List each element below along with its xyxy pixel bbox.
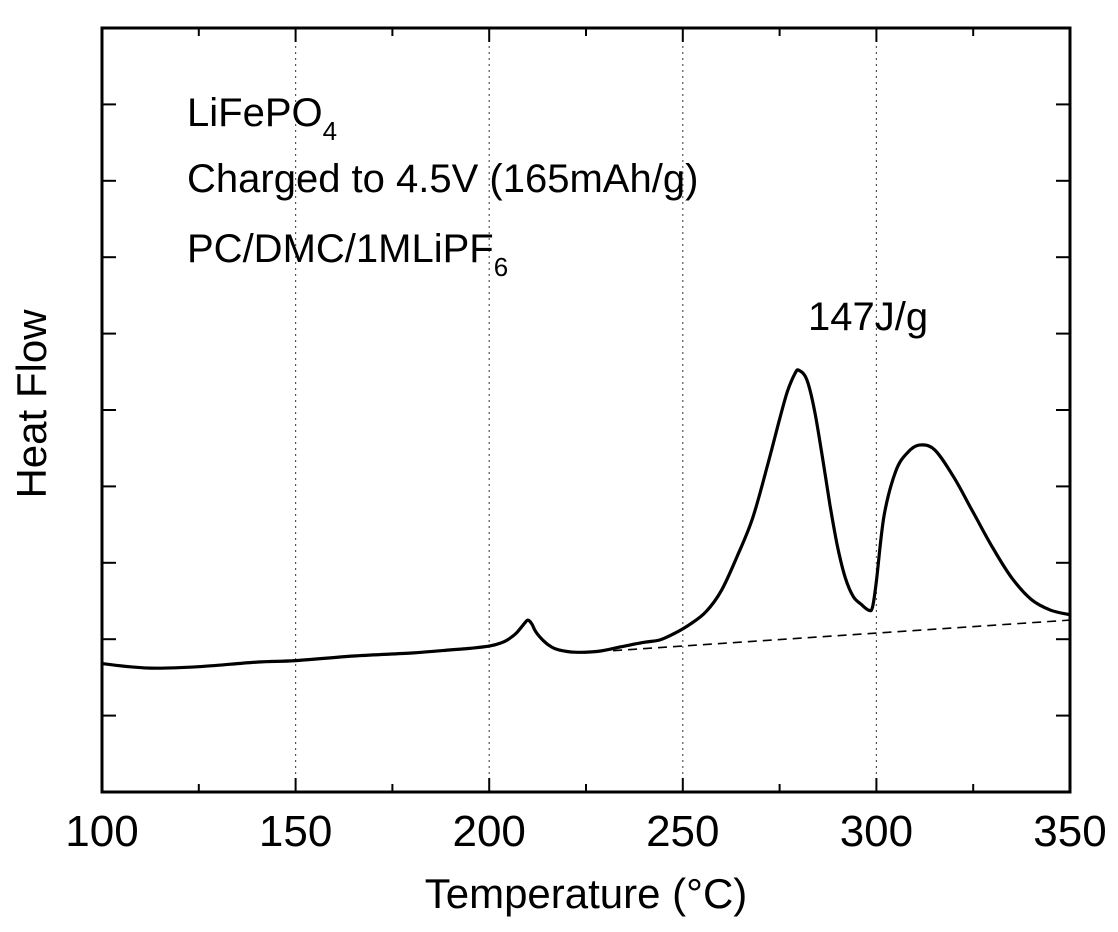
series-heat-flow-curve: [101, 368, 1071, 670]
series-baseline-dashed: [613, 619, 1071, 652]
x-tick-label-200: 200: [452, 807, 525, 856]
x-tick-label-350: 350: [1033, 807, 1106, 856]
annotation-electrolyte: PC/DMC/1MLiPF6: [187, 227, 508, 282]
y-axis-label: Heat Flow: [8, 309, 55, 499]
annotation-material: LiFePO4: [187, 91, 337, 146]
axis-ticks: [101, 28, 1071, 792]
annotation-electrolyte-subscript: 6: [494, 252, 508, 282]
annotation-material-subscript: 4: [323, 116, 337, 146]
annotation-peak-energy: 147J/g: [808, 295, 928, 339]
x-tick-labels: 100 150 200 250 300 350: [65, 807, 1106, 856]
annotation-electrolyte-main: PC/DMC/1MLiPF: [187, 227, 494, 271]
series-layer: [101, 368, 1071, 670]
annotation-material-main: LiFePO: [187, 91, 323, 135]
plot-frame: [100, 26, 1072, 794]
x-axis-label: Temperature (°C): [425, 870, 748, 917]
grid-lines: [295, 28, 878, 792]
x-tick-label-300: 300: [840, 807, 913, 856]
annotation-charge-condition: Charged to 4.5V (165mAh/g): [187, 157, 698, 201]
x-tick-label-100: 100: [65, 807, 138, 856]
x-tick-label-150: 150: [259, 807, 332, 856]
x-tick-label-250: 250: [646, 807, 719, 856]
